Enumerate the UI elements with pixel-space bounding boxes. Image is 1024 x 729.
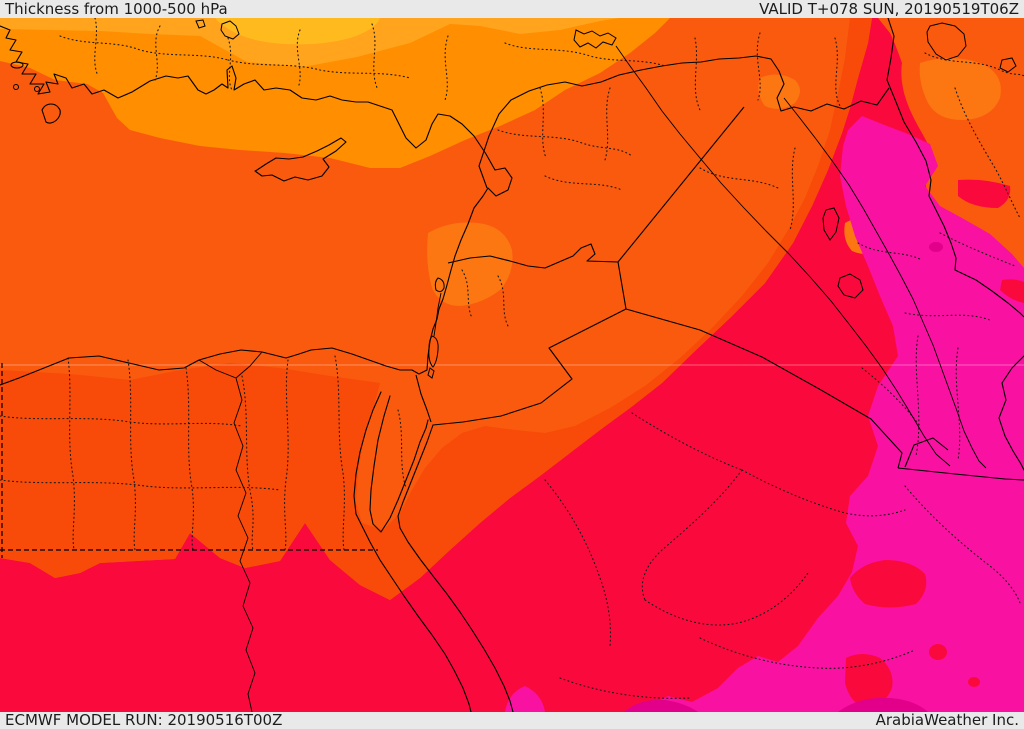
nile-branch-east <box>235 351 263 379</box>
lake-razzaza <box>837 273 864 299</box>
map-title: Thickness from 1000-500 hPa <box>5 0 228 18</box>
border-egypt-israel <box>415 374 432 423</box>
lake-van <box>926 22 967 61</box>
admin-boundaries <box>0 18 1024 699</box>
coast-turkey-levant-egypt <box>0 25 513 386</box>
border-jordan-iraq <box>617 261 627 310</box>
dead-sea <box>428 335 439 368</box>
lake-small-tr <box>195 19 206 29</box>
top-bar: Thickness from 1000-500 hPa VALID T+078 … <box>0 0 1024 18</box>
lakes <box>195 19 1017 379</box>
tigris-river <box>783 97 987 469</box>
branding-label: ArabiaWeather Inc. <box>875 711 1019 729</box>
island-rhodes <box>41 103 61 124</box>
coast-red-sea-west <box>353 391 472 712</box>
red-blob-se4 <box>968 677 980 687</box>
patch-light-levant <box>427 222 513 306</box>
border-iraq-saudi <box>625 308 903 469</box>
red-strip-iraq-iran <box>869 38 893 140</box>
valid-time-label: VALID T+078 SUN, 20190519T06Z <box>759 0 1019 18</box>
coast-cyprus <box>254 137 347 182</box>
coast-sinai <box>369 395 429 533</box>
coastlines <box>0 25 1024 712</box>
country-borders <box>0 18 1024 558</box>
red-blob-e1 <box>958 179 1011 208</box>
border-kuwait-saudi <box>897 467 1024 481</box>
band-orange <box>0 18 670 168</box>
red-blob-se3 <box>929 644 947 660</box>
red-blob-e2 <box>1000 279 1024 303</box>
coast-red-sea-east <box>397 424 514 712</box>
island-samos <box>34 86 40 92</box>
thickness-map <box>0 18 1024 712</box>
border-iraq-iran <box>886 18 1024 318</box>
island-chios <box>13 84 19 90</box>
bottom-bar: ECMWF MODEL RUN: 20190516T00Z ArabiaWeat… <box>0 712 1024 729</box>
lake-egirdir <box>220 20 240 40</box>
model-run-label: ECMWF MODEL RUN: 20190516T00Z <box>5 711 283 729</box>
patch-light-setk <box>758 74 800 109</box>
map-canvas <box>0 18 1024 712</box>
lake-urmia <box>999 57 1017 73</box>
patch-light-ne1 <box>919 58 1001 121</box>
lake-tharthar <box>822 207 840 241</box>
border-kuwait <box>904 437 949 468</box>
nile-branch-west <box>198 359 237 379</box>
jordan-river <box>433 292 442 337</box>
band-deep-orange <box>0 18 872 600</box>
coast-persian-gulf <box>998 355 1024 471</box>
border-turkey-syria-iraq <box>478 55 890 189</box>
border-jordan-saudi <box>432 308 627 426</box>
magenta-patch-2 <box>624 699 698 712</box>
dead-sea-south-pan <box>427 367 435 379</box>
lake-ataturk-reservoir <box>573 29 617 49</box>
magenta-patch-1 <box>929 242 943 252</box>
sea-of-galilee <box>434 277 445 293</box>
border-jordan-syria <box>447 243 619 269</box>
band-pink <box>640 116 1024 712</box>
magenta-patch-3 <box>838 697 928 712</box>
border-syria-iraq <box>617 106 745 263</box>
red-blob-se2 <box>845 654 893 708</box>
red-blob-se1 <box>850 560 927 608</box>
band-yellow <box>215 18 380 45</box>
pink-patch-bottom <box>505 686 545 712</box>
euphrates-river <box>615 45 951 467</box>
island-lesbos <box>10 61 24 69</box>
